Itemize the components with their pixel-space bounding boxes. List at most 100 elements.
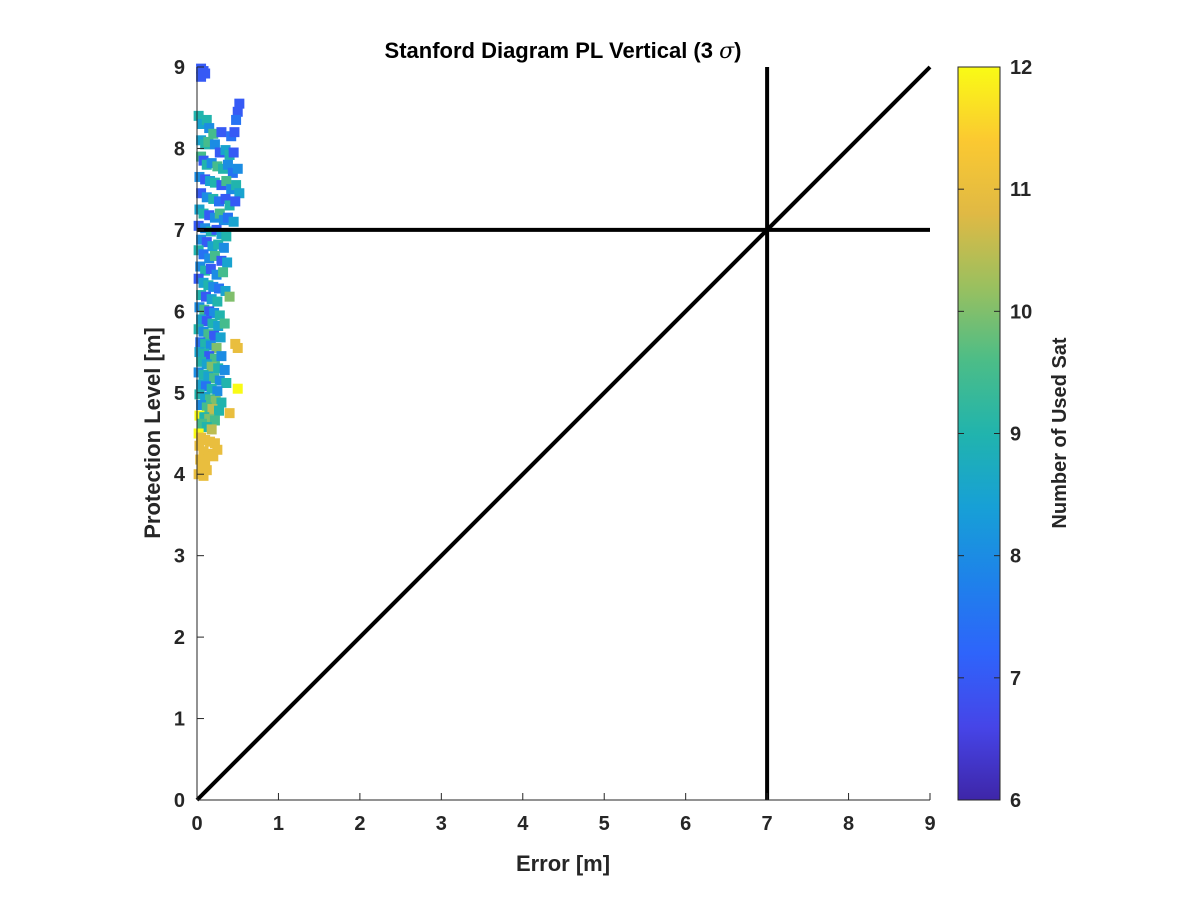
scatter-point — [208, 128, 219, 139]
scatter-point — [201, 465, 212, 476]
colorbar-tick-label: 9 — [1010, 424, 1021, 446]
scatter-point — [200, 68, 211, 79]
scatter-point — [228, 216, 239, 227]
scatter-point — [194, 171, 205, 182]
colorbar-tick-label: 8 — [1010, 546, 1021, 568]
x-tick-label: 3 — [436, 813, 447, 835]
scatter-point — [204, 253, 215, 264]
scatter-point — [209, 250, 220, 261]
x-tick-label: 6 — [680, 813, 691, 835]
colorbar-tick-label: 10 — [1010, 301, 1032, 323]
scatter-point — [216, 351, 227, 362]
scatter-point — [230, 196, 241, 207]
scatter-point — [206, 361, 217, 372]
scatter-point — [200, 291, 211, 302]
colorbar-ticks: 6 7 8 9 10 11 12 — [958, 57, 1032, 812]
scatter-point — [201, 114, 212, 125]
scatter-point — [211, 342, 222, 353]
y-tick-label: 2 — [174, 627, 185, 649]
scatter-point — [221, 231, 232, 242]
scatter-points — [193, 63, 245, 481]
scatter-point — [206, 424, 217, 435]
y-tick-label: 5 — [174, 383, 185, 405]
scatter-point — [209, 330, 220, 341]
scatter-point — [212, 161, 223, 172]
scatter-point — [232, 383, 243, 394]
scatter-point — [216, 255, 227, 266]
scatter-point — [200, 381, 211, 392]
scatter-point — [209, 177, 220, 188]
scatter-point — [203, 329, 214, 340]
x-tick-label: 0 — [191, 813, 202, 835]
scatter-point — [213, 405, 224, 416]
y-tick-label: 3 — [174, 546, 185, 568]
scatter-point — [196, 356, 207, 367]
scatter-point — [211, 269, 222, 280]
x-tick-label: 1 — [273, 813, 284, 835]
scatter-point — [206, 383, 217, 394]
y-ticks: 0 1 2 3 4 5 6 7 8 9 — [174, 57, 204, 812]
scatter-point — [213, 320, 224, 331]
colorbar: 6 7 8 9 10 11 12 Number of Used Sat — [957, 57, 1071, 812]
scatter-point — [206, 294, 217, 305]
axes — [196, 67, 930, 801]
scatter-point — [210, 395, 221, 406]
scatter-point — [213, 363, 224, 374]
scatter-point — [209, 438, 220, 449]
scatter-point — [209, 307, 220, 318]
x-ticks: 0 1 2 3 4 5 6 7 8 9 — [191, 793, 936, 835]
scatter-point — [198, 249, 209, 260]
scatter-point — [222, 212, 233, 223]
scatter-point — [207, 404, 218, 415]
scatter-point — [205, 340, 216, 351]
x-tick-label: 5 — [599, 813, 610, 835]
scatter-point — [193, 110, 204, 121]
scatter-point — [216, 127, 227, 138]
scatter-point — [220, 193, 231, 204]
scatter-point — [209, 415, 220, 426]
scatter-point — [200, 338, 211, 349]
scatter-point — [212, 444, 223, 455]
scatter-point — [214, 208, 225, 219]
scatter-point — [196, 314, 207, 325]
scatter-point — [206, 158, 217, 169]
scatter-point — [205, 263, 216, 274]
y-tick-label: 4 — [174, 464, 186, 486]
scatter-point — [214, 147, 225, 158]
scatter-point — [212, 386, 223, 397]
scatter-point — [220, 285, 231, 296]
x-tick-label: 4 — [517, 813, 529, 835]
scatter-point — [201, 237, 212, 248]
scatter-point — [222, 159, 233, 170]
scatter-point — [196, 234, 207, 245]
colorbar-tick-label: 12 — [1010, 57, 1032, 79]
x-axis-label: Error [m] — [516, 851, 610, 876]
x-tick-label: 2 — [354, 813, 365, 835]
scatter-point — [228, 147, 239, 158]
scatter-point — [218, 267, 229, 278]
sigma-symbol: σ — [719, 39, 735, 64]
scatter-point — [201, 192, 212, 203]
y-tick-label: 7 — [174, 220, 185, 242]
y-tick-label: 8 — [174, 138, 185, 160]
scatter-point — [219, 364, 230, 375]
scatter-point — [214, 310, 225, 321]
scatter-point — [208, 193, 219, 204]
scatter-point — [232, 342, 243, 353]
scatter-point — [213, 196, 224, 207]
scatter-point — [205, 394, 216, 405]
scatter-point — [204, 210, 215, 221]
scatter-point — [193, 220, 204, 231]
scatter-point — [208, 281, 219, 292]
scatter-point — [204, 351, 215, 362]
scatter-point — [214, 375, 225, 386]
scatter-point — [208, 451, 219, 462]
scatter-point — [201, 316, 212, 327]
diagonal-reference-line — [195, 65, 932, 802]
scatter-point — [200, 457, 211, 468]
scatter-point — [207, 241, 218, 252]
y-tick-label: 9 — [174, 57, 185, 79]
scatter-point — [212, 296, 223, 307]
scatter-point — [204, 413, 215, 424]
scatter-point — [194, 440, 205, 451]
